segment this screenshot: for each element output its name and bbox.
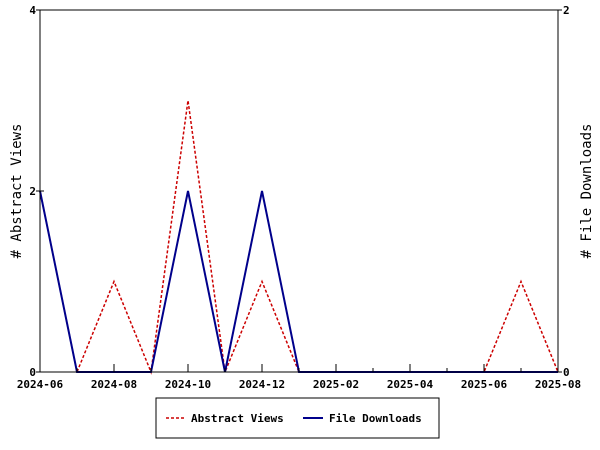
legend-box xyxy=(155,397,440,439)
y-left-tick-label: 2 xyxy=(29,185,36,198)
y-right-tick-label: 0 xyxy=(563,366,570,379)
x-tick-label: 2025-06 xyxy=(461,378,508,391)
x-tick-label: 2025-08 xyxy=(535,378,581,391)
plot-frame xyxy=(39,9,559,373)
x-tick-label: 2024-10 xyxy=(165,378,211,391)
label-layer: 2024-06 2024-08 2024-10 2024-12 2025-02 2025-… xyxy=(17,4,581,391)
x-tick-label: 2025-04 xyxy=(387,378,434,391)
series-line-abstract-views xyxy=(39,100,559,375)
x-tick-label: 2024-08 xyxy=(91,378,137,391)
legend-label-abstract-views: Abstract Views xyxy=(191,412,284,425)
y-right-tick-label: 2 xyxy=(563,4,570,17)
legend: Abstract Views File Downloads xyxy=(155,397,440,439)
legend-label-file-downloads: File Downloads xyxy=(329,412,422,425)
x-tick-label: 2025-02 xyxy=(313,378,359,391)
series-line-file-downloads xyxy=(39,190,558,373)
x-tick-label: 2024-06 xyxy=(17,378,64,391)
y-left-tick-label: 4 xyxy=(29,4,36,17)
y-axis-title-right: # File Downloads xyxy=(579,124,595,259)
series-layer xyxy=(39,100,559,375)
y-axis-title-left: # Abstract Views xyxy=(9,124,25,259)
x-tick-label: 2024-12 xyxy=(239,378,285,391)
tick-layer xyxy=(36,9,562,373)
y-left-tick-label: 0 xyxy=(29,366,36,379)
